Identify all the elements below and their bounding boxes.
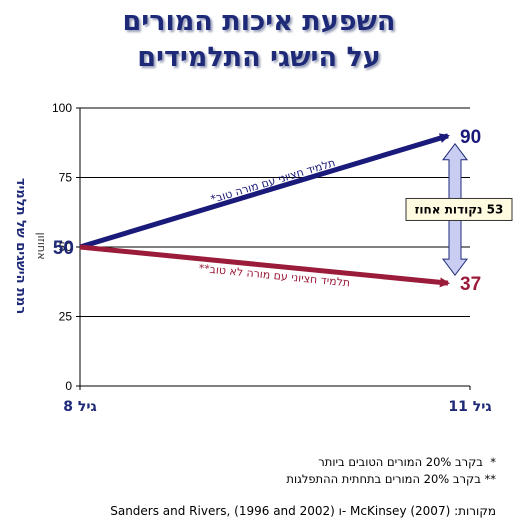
- footnote-1: * בקרב 20% המורים הטובים ביותר: [318, 455, 496, 469]
- x-tick-label: גיל 11: [448, 399, 491, 415]
- y-tick-label: 25: [59, 310, 73, 324]
- gap-annotation-box: [405, 197, 513, 221]
- y-axis-sublabel: אחוזון: [35, 232, 48, 259]
- chart-title-line1: השפעת איכות המורים: [122, 6, 396, 37]
- source-note: מקורות: McKinsey (2007) -ו Sanders and R…: [110, 504, 496, 518]
- footnote-2-text: בקרב 20% המורים בתחתית ההתפלגות: [286, 472, 481, 486]
- y-tick-label: 50: [59, 240, 73, 254]
- series-line-2: [79, 244, 450, 288]
- series-line-1: [79, 133, 450, 250]
- y-axis-label: רמת הישגים של תלמיד: [13, 178, 28, 314]
- chart-title-line2: על הישגי התלמידים: [137, 42, 381, 73]
- y-tick-label: 75: [59, 171, 73, 185]
- start-value-label: 50: [53, 238, 74, 259]
- footnote-1-mark: *: [490, 455, 496, 469]
- x-tick-label: גיל 8: [63, 399, 96, 415]
- series-label-1: תלמיד חציוני עם מורה טוב*: [209, 156, 337, 206]
- gap-annotation-label: 53 נקודות אחוז: [415, 202, 504, 216]
- footnote-1-text: בקרב 20% המורים הטובים ביותר: [318, 455, 483, 469]
- y-tick-label: 0: [65, 379, 72, 393]
- footnote-2: ** בקרב 20% המורים בתחתית ההתפלגות: [286, 472, 496, 486]
- series-end-label-1: 90: [460, 127, 481, 148]
- series-end-label-2: 37: [460, 274, 481, 295]
- y-tick-label: 100: [52, 101, 72, 115]
- footnote-2-mark: **: [484, 472, 497, 486]
